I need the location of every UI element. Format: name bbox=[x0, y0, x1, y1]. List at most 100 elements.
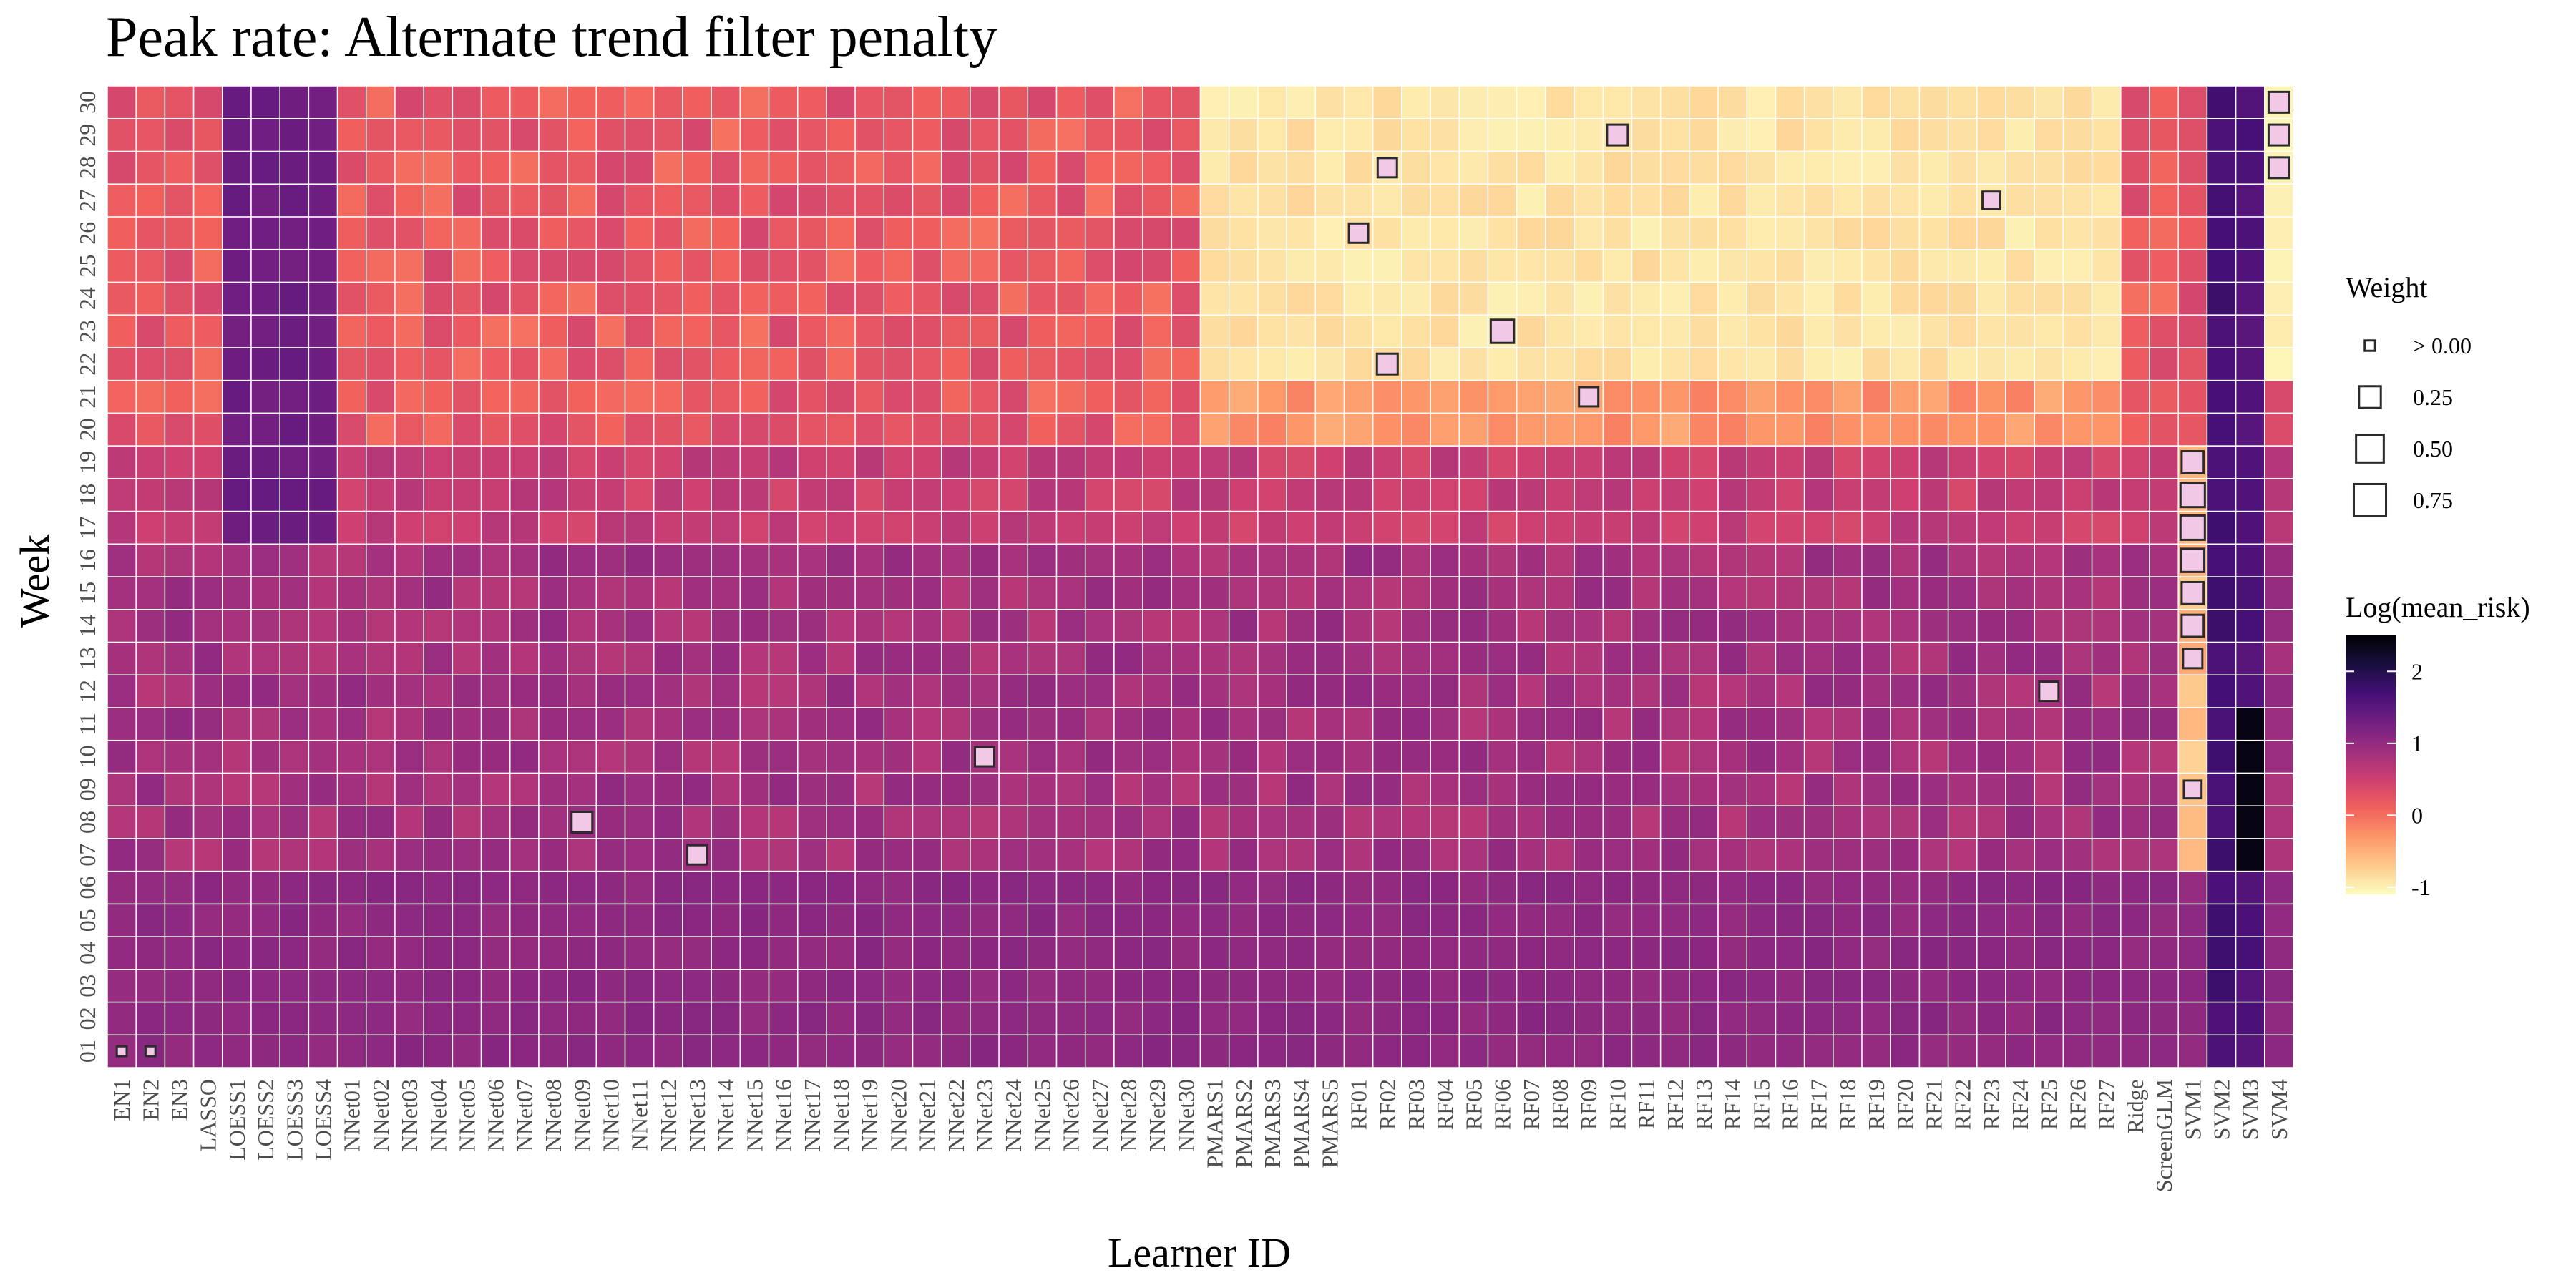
heatmap-cell bbox=[1545, 85, 1575, 119]
heatmap-cell bbox=[2206, 445, 2237, 479]
heatmap-cell bbox=[1084, 183, 1115, 218]
heatmap-cell bbox=[1659, 674, 1690, 708]
heatmap-cell bbox=[1890, 805, 1921, 839]
heatmap-cell bbox=[1574, 936, 1604, 970]
heatmap-cell bbox=[1142, 674, 1173, 708]
heatmap-cell bbox=[1027, 150, 1058, 185]
weight-box bbox=[2180, 450, 2205, 474]
heatmap-cell bbox=[912, 183, 942, 218]
heatmap-cell bbox=[1027, 739, 1058, 774]
heatmap-cell bbox=[768, 412, 799, 447]
heatmap-cell bbox=[2034, 183, 2064, 218]
heatmap-cell bbox=[739, 445, 770, 479]
heatmap-cell bbox=[1430, 183, 1460, 218]
heatmap-cell bbox=[538, 805, 568, 839]
heatmap-cell bbox=[2062, 1001, 2093, 1036]
heatmap-cell bbox=[1746, 969, 1777, 1003]
heatmap-cell bbox=[1430, 510, 1460, 545]
heatmap-cell bbox=[796, 510, 827, 545]
heatmap-cell bbox=[567, 838, 597, 872]
heatmap-cell bbox=[739, 838, 770, 872]
heatmap-cell bbox=[1717, 805, 1748, 839]
heatmap-cell bbox=[826, 608, 856, 643]
heatmap-cell bbox=[1314, 936, 1345, 970]
heatmap-cell bbox=[739, 412, 770, 447]
heatmap-cell bbox=[1113, 248, 1143, 283]
heatmap-cell bbox=[366, 707, 396, 741]
heatmap-cell bbox=[2005, 674, 2035, 708]
heatmap-cell bbox=[1803, 903, 1834, 937]
heatmap-cell bbox=[2062, 1034, 2093, 1068]
heatmap-cell bbox=[1976, 641, 2006, 675]
heatmap-cell bbox=[423, 641, 454, 675]
heatmap-cell bbox=[192, 772, 223, 806]
heatmap-cell bbox=[2034, 412, 2064, 447]
heatmap-cell bbox=[739, 281, 770, 316]
heatmap-cell bbox=[366, 1034, 396, 1068]
x-tick-label: NNet13 bbox=[684, 1079, 710, 1151]
heatmap-cell bbox=[970, 510, 1000, 545]
heatmap-cell bbox=[653, 870, 683, 905]
heatmap-cell bbox=[1833, 870, 1863, 905]
heatmap-cell bbox=[1545, 412, 1575, 447]
heatmap-cell bbox=[2062, 739, 2093, 774]
heatmap-cell bbox=[1689, 314, 1719, 348]
heatmap-cell bbox=[2149, 379, 2179, 414]
heatmap-cell bbox=[1372, 248, 1402, 283]
heatmap-cell bbox=[796, 478, 827, 512]
heatmap-cell bbox=[2005, 510, 2035, 545]
heatmap-cell bbox=[1199, 739, 1230, 774]
heatmap-cell bbox=[711, 183, 741, 218]
heatmap-cell bbox=[1027, 1001, 1058, 1036]
heatmap-cell bbox=[336, 478, 367, 512]
heatmap-cell bbox=[1746, 576, 1777, 610]
heatmap-cell bbox=[912, 478, 942, 512]
heatmap-cell bbox=[222, 183, 252, 218]
heatmap-cell bbox=[768, 903, 799, 937]
heatmap-cell bbox=[1171, 739, 1201, 774]
heatmap-cell bbox=[567, 903, 597, 937]
heatmap-cell bbox=[1142, 1001, 1173, 1036]
heatmap-cell bbox=[2177, 739, 2208, 774]
heatmap-cell bbox=[653, 281, 683, 316]
heatmap-cell bbox=[1055, 117, 1086, 152]
heatmap-cell bbox=[1947, 150, 1978, 185]
heatmap-cell bbox=[1142, 150, 1173, 185]
heatmap-cell bbox=[1314, 183, 1345, 218]
heatmap-cell bbox=[107, 412, 137, 447]
heatmap-cell bbox=[1401, 510, 1431, 545]
heatmap-cell bbox=[1890, 543, 1921, 577]
heatmap-cell bbox=[768, 1001, 799, 1036]
heatmap-cell bbox=[135, 216, 166, 250]
heatmap-cell bbox=[1286, 739, 1317, 774]
heatmap-cell bbox=[2264, 903, 2294, 937]
heatmap-cell bbox=[509, 183, 540, 218]
heatmap-cell bbox=[1659, 150, 1690, 185]
heatmap-cell bbox=[1401, 772, 1431, 806]
heatmap-cell bbox=[1171, 478, 1201, 512]
heatmap-cell bbox=[1142, 543, 1173, 577]
heatmap-cell bbox=[1257, 936, 1287, 970]
heatmap-cell bbox=[826, 772, 856, 806]
heatmap-cell bbox=[1199, 412, 1230, 447]
heatmap-cell bbox=[2206, 608, 2237, 643]
heatmap-cell bbox=[423, 608, 454, 643]
heatmap-cell bbox=[1171, 838, 1201, 872]
y-tick-labels: 0102030405060708091011121314151617181920… bbox=[74, 91, 100, 1063]
heatmap-cell bbox=[998, 412, 1029, 447]
heatmap-cell bbox=[1631, 608, 1662, 643]
heatmap-cell bbox=[308, 936, 338, 970]
heatmap-cell bbox=[1775, 248, 1805, 283]
x-tick-label: ScreenGLM bbox=[2151, 1079, 2177, 1192]
heatmap-cell bbox=[2206, 150, 2237, 185]
heatmap-cell bbox=[711, 936, 741, 970]
heatmap-cell bbox=[2091, 412, 2122, 447]
heatmap-cell bbox=[2034, 510, 2064, 545]
heatmap-cell bbox=[135, 379, 166, 414]
heatmap-cell bbox=[1746, 641, 1777, 675]
heatmap-cell bbox=[2005, 183, 2035, 218]
heatmap-cell bbox=[1833, 412, 1863, 447]
x-tick-label: RF25 bbox=[2036, 1079, 2062, 1130]
heatmap-cell bbox=[940, 379, 971, 414]
heatmap-cell bbox=[1918, 117, 1949, 152]
